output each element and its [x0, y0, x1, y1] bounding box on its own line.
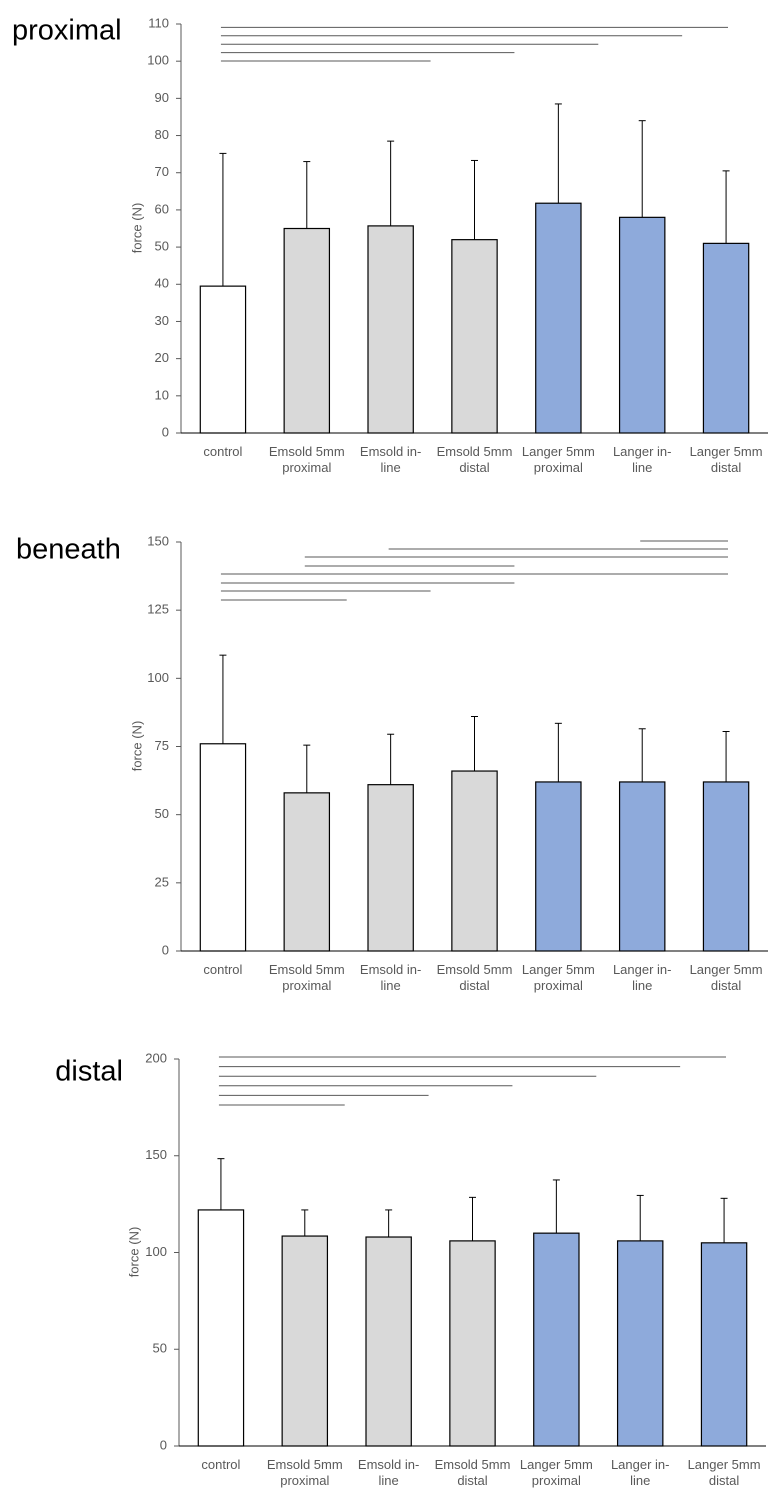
bar-langer: [618, 781, 666, 952]
y-tick-label: 100: [147, 53, 169, 68]
x-category-label: Langer 5mm: [520, 1457, 593, 1472]
x-category-label: Langer 5mm: [522, 962, 595, 977]
x-category-label: control: [201, 1457, 240, 1472]
chart-panel-beneath: beneath force (N) 0 25 50 75 100 125 150 control E…: [16, 533, 768, 993]
y-axis-title: force (N): [129, 721, 144, 772]
bar-control: [199, 743, 247, 952]
x-category-label: Langer in-: [613, 962, 672, 977]
x-category-label: Langer in-: [611, 1457, 670, 1472]
x-category-label: Langer 5mm: [688, 1457, 761, 1472]
x-category-label: Langer in-: [613, 444, 672, 459]
x-category-label: line: [381, 460, 401, 475]
bar-langer: [616, 1240, 664, 1447]
y-tick-label: 100: [147, 670, 169, 685]
x-category-label: Emsold 5mm: [269, 444, 345, 459]
x-category-label: line: [632, 978, 652, 993]
panel-title: beneath: [16, 534, 121, 566]
bar-emsold: [281, 1235, 329, 1447]
y-tick-label: 60: [155, 201, 169, 216]
x-category-label: Langer 5mm: [690, 962, 763, 977]
y-tick-label: 10: [155, 387, 169, 402]
y-tick-label: 110: [148, 15, 169, 30]
y-tick-label: 70: [155, 164, 169, 179]
x-category-label: line: [632, 460, 652, 475]
y-tick-label: 0: [160, 1437, 167, 1452]
x-category-label: Emsold in-: [360, 444, 421, 459]
x-category-label: control: [203, 962, 242, 977]
bar-control: [199, 285, 247, 434]
x-category-label: Emsold 5mm: [435, 1457, 511, 1472]
x-category-label: Emsold 5mm: [437, 962, 513, 977]
y-tick-label: 40: [155, 276, 169, 291]
y-tick-label: 50: [153, 1341, 167, 1356]
x-category-label: Langer 5mm: [690, 444, 763, 459]
y-tick-label: 80: [155, 127, 169, 142]
x-category-label: line: [379, 1473, 399, 1488]
x-category-label: control: [203, 444, 242, 459]
x-category-label: proximal: [534, 460, 583, 475]
bar-langer: [700, 1242, 748, 1447]
bar-langer: [535, 781, 582, 952]
x-category-label: proximal: [534, 978, 583, 993]
bar-emsold: [283, 792, 331, 952]
x-category-label: proximal: [532, 1473, 581, 1488]
y-tick-label: 50: [155, 239, 169, 254]
bar-emsold: [283, 227, 331, 434]
bar-emsold: [365, 1236, 412, 1447]
y-axis-title: force (N): [129, 203, 144, 254]
bar-control: [197, 1209, 245, 1447]
x-category-label: line: [630, 1473, 650, 1488]
x-category-label: distal: [711, 460, 741, 475]
bar-emsold: [367, 784, 414, 952]
x-category-label: Langer 5mm: [522, 444, 595, 459]
x-category-label: distal: [457, 1473, 487, 1488]
y-tick-label: 100: [145, 1244, 167, 1259]
x-category-label: Emsold 5mm: [437, 444, 513, 459]
y-tick-label: 50: [155, 806, 169, 821]
y-axis-title: force (N): [126, 1227, 141, 1278]
chart-panel-proximal: proximal force (N) 0 10 20 30 40 50 60 70 80 90 100 1…: [12, 15, 768, 475]
x-category-label: distal: [711, 978, 741, 993]
bar-emsold: [451, 239, 498, 434]
y-tick-label: 125: [147, 602, 169, 617]
x-category-label: Emsold in-: [358, 1457, 419, 1472]
x-category-label: Emsold 5mm: [269, 962, 345, 977]
x-category-label: line: [381, 978, 401, 993]
x-category-label: distal: [459, 460, 489, 475]
y-tick-label: 25: [155, 874, 169, 889]
chart-panel-distal: distal force (N) 0 50 100 150 200 control Emsold…: [55, 1050, 766, 1488]
panel-title: proximal: [12, 15, 122, 47]
bar-emsold: [451, 770, 498, 952]
bar-langer: [702, 242, 750, 434]
y-tick-label: 150: [147, 533, 169, 548]
x-category-label: proximal: [282, 978, 331, 993]
y-tick-label: 20: [155, 350, 169, 365]
x-category-label: Emsold 5mm: [267, 1457, 343, 1472]
x-category-label: proximal: [282, 460, 331, 475]
x-category-label: distal: [709, 1473, 739, 1488]
y-tick-label: 90: [155, 90, 169, 105]
bar-langer: [533, 1232, 580, 1447]
y-tick-label: 30: [155, 313, 169, 328]
x-category-label: proximal: [280, 1473, 329, 1488]
bar-langer: [702, 781, 750, 952]
y-tick-label: 150: [145, 1147, 167, 1162]
bar-langer: [618, 216, 666, 434]
y-tick-label: 0: [162, 942, 169, 957]
bar-emsold: [449, 1240, 496, 1447]
y-tick-label: 75: [155, 738, 169, 753]
bar-langer: [535, 202, 582, 434]
bar-emsold: [367, 225, 414, 434]
y-tick-label: 0: [162, 424, 169, 439]
x-category-label: distal: [459, 978, 489, 993]
panel-title: distal: [55, 1056, 123, 1088]
x-category-label: Emsold in-: [360, 962, 421, 977]
y-tick-label: 200: [145, 1050, 167, 1065]
